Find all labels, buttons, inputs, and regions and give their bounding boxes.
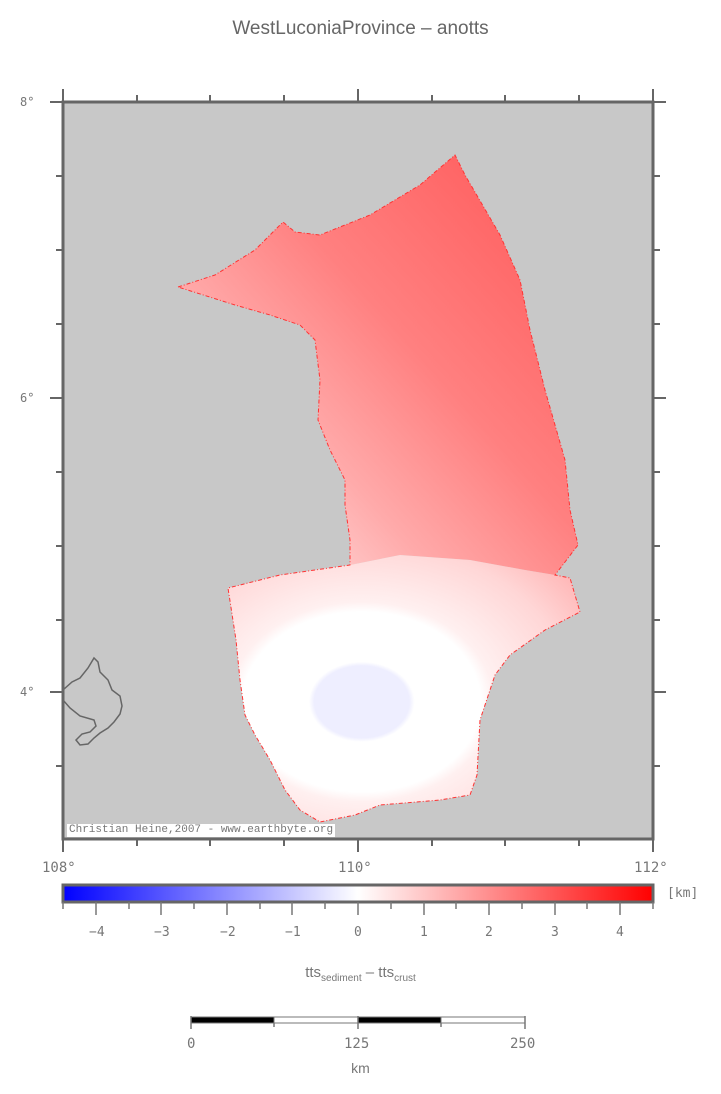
scale-bar xyxy=(190,1016,526,1029)
axis-title-sub1: sediment xyxy=(321,973,362,984)
colorbar-tick-label: 0 xyxy=(354,925,362,940)
region-north xyxy=(178,155,578,575)
colorbar xyxy=(61,883,655,904)
scalebar-label: 125 xyxy=(344,1036,370,1052)
colorbar-ticks xyxy=(62,902,654,915)
scalebar-label: 0 xyxy=(187,1036,196,1052)
colorbar-tick-label: −4 xyxy=(89,925,105,940)
lat-label-8: 8° xyxy=(20,95,35,109)
coastline xyxy=(63,656,123,746)
scalebar-label: 250 xyxy=(510,1036,536,1052)
colorbar-axis-title: ttssediment – ttscrust xyxy=(0,964,721,984)
region-south xyxy=(228,555,580,822)
credit-text: Christian Heine,2007 - www.earthbyte.org xyxy=(67,824,336,837)
lon-label-108: 108° xyxy=(42,860,76,876)
axis-title-sub2: crust xyxy=(394,973,416,984)
scalebar-unit: km xyxy=(351,1060,370,1076)
lat-label-4: 4° xyxy=(20,685,35,699)
map-title: WestLuconiaProvince – anotts xyxy=(232,18,489,39)
lat-ticks xyxy=(50,89,666,852)
colorbar-unit: [km] xyxy=(667,886,699,901)
axis-title-main2: tts xyxy=(378,964,395,981)
axis-title-main1: tts xyxy=(305,964,322,981)
colorbar-tick-label: −3 xyxy=(154,925,170,940)
lat-label-6: 6° xyxy=(20,391,35,405)
colorbar-tick-label: 3 xyxy=(551,925,559,940)
colorbar-tick-label: 2 xyxy=(485,925,493,940)
colorbar-tick-label: 4 xyxy=(616,925,624,940)
colorbar-tick-label: −1 xyxy=(285,925,301,940)
colorbar-tick-label: 1 xyxy=(420,925,428,940)
lon-label-110: 110° xyxy=(338,860,372,876)
colorbar-tick-label: −2 xyxy=(220,925,236,940)
axis-title-sep: – xyxy=(361,964,379,981)
lon-label-112: 112° xyxy=(634,860,668,876)
